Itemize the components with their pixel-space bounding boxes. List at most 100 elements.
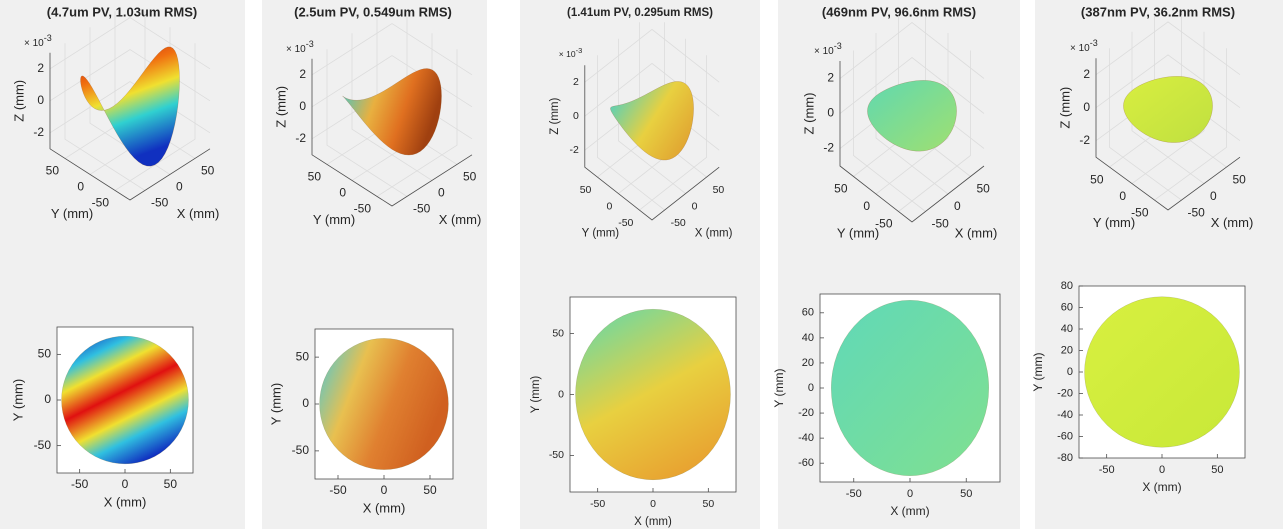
grid-line: [49, 81, 211, 134]
chart-title: (1.41um PV, 0.295um RMS): [567, 7, 713, 19]
z-tick-label: 0: [827, 106, 834, 120]
surface: [80, 46, 180, 167]
grid-line: [1154, 48, 1227, 201]
axis-line: [311, 58, 473, 207]
x-tick-label: 50: [702, 498, 714, 510]
chart-title: (469nm PV, 96.6nm RMS): [822, 4, 976, 19]
grid-line: [584, 62, 720, 117]
x-tick-label: 50: [164, 477, 178, 491]
grid-line: [1131, 31, 1205, 184]
x-tick-label: -50: [71, 477, 89, 491]
z-axis-label: Z (mm): [1057, 87, 1072, 129]
multiplier-exponent: -3: [44, 33, 52, 43]
y-tick-label: 0: [1119, 189, 1126, 203]
x-tick-label: 0: [1210, 189, 1217, 203]
y-tick-label: -50: [354, 202, 372, 216]
x-tick-label: -50: [671, 217, 686, 229]
x-axis-label: X (mm): [439, 212, 482, 227]
x-tick-label: 50: [463, 170, 477, 184]
x-axis-label: X (mm): [955, 225, 998, 240]
z-tick-label: -2: [823, 141, 834, 155]
z-tick-label: 2: [1083, 67, 1090, 81]
z-multiplier: × 10-3: [559, 46, 582, 59]
x-tick-label: 50: [977, 182, 991, 196]
x-tick-label: -50: [413, 202, 431, 216]
y-tick-label: 0: [339, 186, 346, 200]
y-tick-label: 0: [77, 180, 84, 194]
surface: [610, 81, 694, 161]
x-tick-label: -50: [329, 483, 347, 497]
grid-line: [1095, 21, 1241, 76]
x-tick-label: -50: [1099, 464, 1115, 476]
grid-line: [49, 49, 211, 102]
x-axis-label: X (mm): [1211, 215, 1254, 230]
y-tick-label: -20: [798, 407, 814, 419]
grid-line: [64, 43, 146, 191]
z-tick-label: 0: [37, 93, 44, 107]
grid-line: [49, 17, 211, 70]
surface: [867, 80, 957, 152]
surface-map: [1084, 296, 1240, 448]
grid-line: [376, 49, 458, 197]
x-tick-label: 50: [960, 488, 972, 500]
axis-line: [839, 61, 985, 223]
y-tick-label: 50: [1090, 172, 1104, 186]
chart-title: (2.5um PV, 0.549um RMS): [294, 4, 452, 19]
grid-line: [114, 43, 196, 191]
surface-map: [831, 300, 989, 476]
x-axis-label: X (mm): [363, 500, 406, 515]
y-tick-label: -50: [549, 449, 564, 461]
y-axis-label: Y (mm): [313, 212, 355, 227]
multiplier-base: × 10: [24, 37, 44, 48]
x-axis-label: X (mm): [890, 504, 929, 518]
x-axis-label: X (mm): [104, 494, 147, 509]
y-axis-label: Y (mm): [582, 228, 620, 240]
y-tick-label: -50: [92, 196, 110, 210]
x-axis-label: X (mm): [1142, 480, 1181, 494]
multiplier-exponent: -3: [834, 41, 842, 51]
y-tick-label: 0: [863, 199, 870, 213]
z-multiplier: × 10-3: [814, 41, 842, 56]
z-tick-label: -2: [569, 144, 578, 156]
z-tick-label: 2: [299, 67, 306, 81]
grid-line: [875, 33, 949, 195]
y-axis-label: Y (mm): [1093, 215, 1135, 230]
surface-map: [61, 335, 189, 465]
z-tick-label: 0: [573, 110, 579, 122]
surface-map: [575, 308, 731, 481]
y-tick-label: 50: [580, 184, 592, 196]
grid-line: [839, 21, 985, 79]
z-axis-label: Z (mm): [273, 86, 288, 128]
multiplier-exponent: -3: [1090, 39, 1098, 49]
y-axis-label: Y (mm): [268, 383, 283, 425]
grid-line: [311, 55, 473, 108]
y-tick-label: -60: [1057, 430, 1073, 442]
y-axis-label: Y (mm): [1031, 352, 1045, 391]
z-multiplier: × 10-3: [24, 33, 52, 48]
z-axis-label: Z (mm): [11, 80, 26, 122]
y-tick-label: -50: [618, 217, 633, 229]
x-tick-label: 50: [1233, 172, 1247, 186]
grid-line: [1109, 48, 1182, 201]
y-axis-label: Y (mm): [772, 368, 786, 407]
multiplier-base: × 10: [1070, 43, 1090, 54]
y-axis-label: Y (mm): [837, 225, 879, 240]
multiplier-base: × 10: [286, 43, 306, 54]
grid-line: [875, 33, 949, 195]
y-tick-label: -50: [1131, 205, 1149, 219]
x-tick-label: 0: [1159, 464, 1165, 476]
z-multiplier: × 10-3: [286, 39, 314, 54]
grid-line: [584, 28, 720, 83]
surface-map: [319, 338, 449, 470]
x-axis-label: X (mm): [177, 206, 220, 221]
z-tick-label: 2: [573, 76, 579, 88]
y-tick-label: -50: [34, 438, 52, 452]
z-axis-label: Z (mm): [549, 98, 561, 135]
x-tick-label: 0: [954, 199, 961, 213]
grid-line: [1131, 31, 1205, 184]
y-tick-label: 40: [802, 332, 814, 344]
y-tick-label: -40: [1057, 409, 1073, 421]
y-tick-label: 0: [808, 382, 814, 394]
y-tick-label: -20: [1057, 387, 1073, 399]
